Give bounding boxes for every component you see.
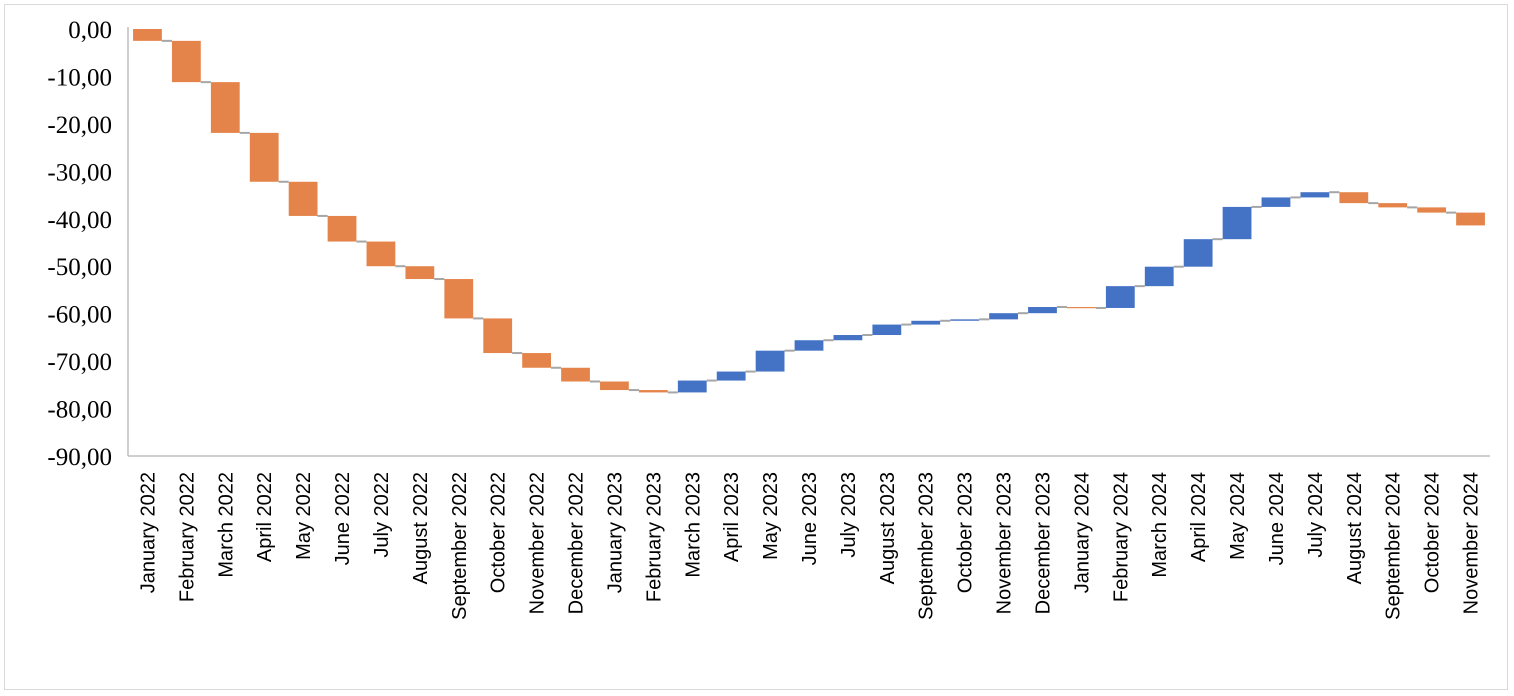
x-tick-label: March 2022 [215, 472, 237, 578]
bar [210, 82, 240, 133]
x-tick-label: September 2024 [1383, 472, 1405, 620]
bar [327, 215, 357, 242]
bar [755, 350, 785, 372]
x-tick-label: May 2022 [293, 472, 315, 560]
x-tick-label: February 2022 [176, 472, 198, 602]
x-tick-label: October 2023 [955, 472, 977, 593]
bar [249, 132, 279, 182]
bar [872, 324, 902, 336]
axes [127, 27, 1490, 457]
bar [950, 319, 980, 321]
bar [600, 381, 629, 391]
bar [1300, 192, 1330, 198]
bar [171, 40, 201, 83]
x-tick-label: February 2023 [643, 472, 665, 602]
x-tick-label: March 2024 [1149, 472, 1171, 578]
y-tick-label: -30,00 [47, 159, 112, 186]
bar [405, 266, 435, 280]
bar [1222, 206, 1252, 240]
x-tick-label: November 2023 [994, 472, 1016, 614]
bar [716, 371, 746, 381]
y-tick-label: -70,00 [47, 349, 112, 376]
x-tick-label: January 2022 [137, 472, 159, 593]
bar [1144, 266, 1174, 287]
bar [911, 320, 941, 325]
y-tick-label: -90,00 [47, 444, 112, 471]
y-tick-label: -10,00 [47, 64, 112, 91]
bars [133, 29, 1485, 393]
bar [1378, 203, 1408, 208]
bar [288, 181, 318, 216]
x-tick-label: April 2023 [721, 472, 743, 562]
connectors [161, 39, 1457, 394]
x-tick-label: March 2023 [682, 472, 704, 578]
x-tick-label: November 2024 [1461, 472, 1483, 614]
x-tick-label: July 2023 [838, 472, 860, 558]
x-tick-label: June 2022 [332, 472, 354, 565]
x-tick-label: January 2023 [604, 472, 626, 593]
x-tick-label: August 2023 [877, 472, 899, 584]
bar [1067, 307, 1096, 309]
x-tick-label: June 2023 [799, 472, 821, 565]
bar [1456, 212, 1485, 226]
y-tick-label: -80,00 [47, 397, 112, 424]
x-tick-label: December 2022 [566, 472, 588, 614]
x-tick-label: December 2023 [1032, 472, 1054, 614]
x-tick-label: September 2023 [916, 472, 938, 620]
bar [677, 380, 707, 393]
x-axis-ticks: January 2022 February 2022 March 2022 April… [137, 472, 1482, 620]
bar [1339, 192, 1369, 204]
x-tick-label: July 2022 [371, 472, 393, 558]
bar [522, 353, 551, 368]
y-tick-label: -40,00 [47, 207, 112, 234]
bar [1105, 286, 1135, 308]
x-tick-label: April 2024 [1188, 472, 1210, 562]
y-tick-label: -50,00 [47, 254, 112, 281]
x-tick-label: October 2024 [1422, 472, 1444, 593]
bar [133, 29, 162, 41]
x-tick-label: August 2024 [1344, 472, 1366, 584]
bar [989, 313, 1018, 320]
y-tick-label: 0,00 [68, 17, 112, 44]
x-tick-label: May 2024 [1227, 472, 1249, 560]
bar [1417, 207, 1447, 213]
x-tick-label: November 2022 [527, 472, 549, 614]
x-tick-label: February 2024 [1110, 472, 1132, 602]
bar [561, 367, 590, 382]
bar [444, 279, 474, 319]
x-tick-label: May 2023 [760, 472, 782, 560]
x-tick-label: January 2024 [1071, 472, 1093, 593]
x-tick-label: October 2022 [488, 472, 510, 593]
bar [794, 340, 824, 351]
x-tick-label: September 2022 [449, 472, 471, 620]
y-tick-label: -60,00 [47, 302, 112, 329]
bar [366, 241, 396, 267]
chart-frame [4, 4, 1508, 690]
bar [1261, 197, 1291, 207]
x-tick-label: July 2024 [1305, 472, 1327, 558]
x-tick-label: April 2022 [254, 472, 276, 562]
x-tick-label: August 2022 [410, 472, 432, 584]
bar [833, 335, 863, 341]
y-axis-ticks: 0,00 -10,00 -20,00 -30,00 -40,00 -50,00 -60,00… [47, 17, 112, 471]
bar [638, 390, 668, 393]
y-tick-label: -20,00 [47, 112, 112, 139]
bar [483, 318, 513, 354]
bar [1183, 239, 1213, 267]
bar [1028, 307, 1057, 314]
x-tick-label: June 2024 [1266, 472, 1288, 565]
